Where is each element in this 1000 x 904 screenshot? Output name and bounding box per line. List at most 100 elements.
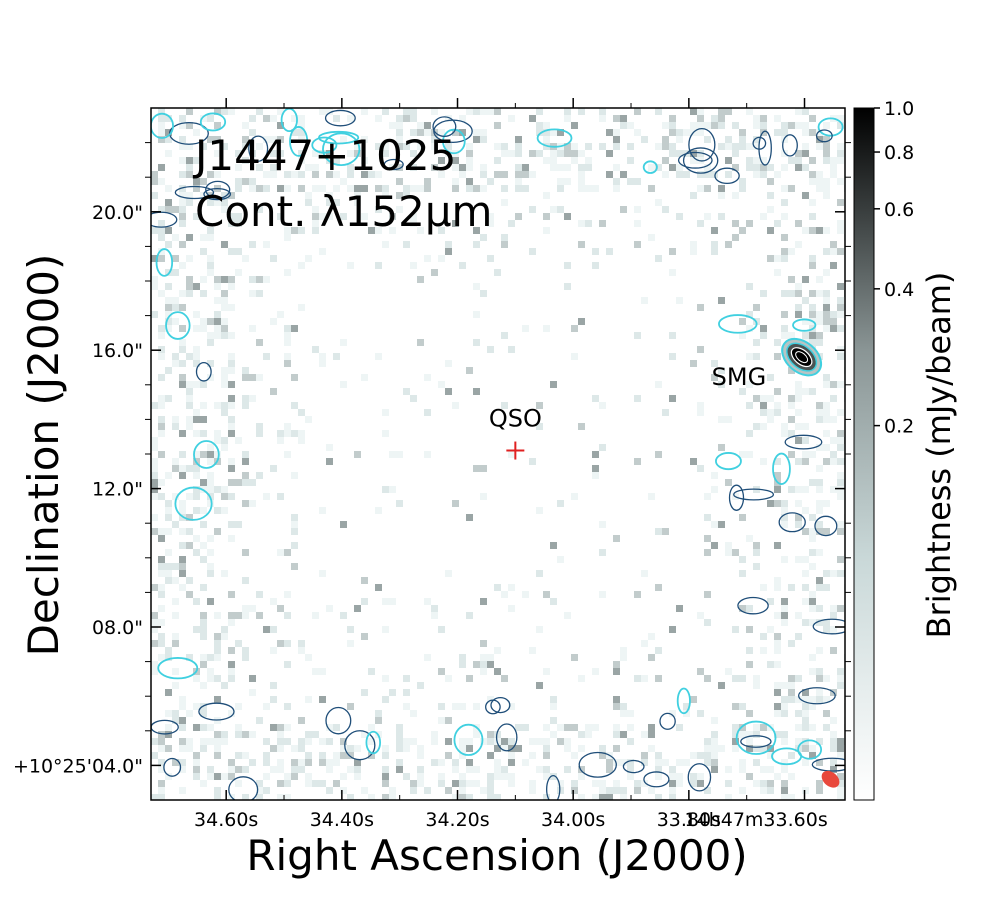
noise-pixel (347, 626, 354, 633)
noise-pixel (417, 185, 424, 192)
noise-pixel (494, 122, 501, 129)
noise-pixel (333, 353, 340, 360)
noise-pixel (599, 143, 606, 150)
noise-pixel (613, 780, 620, 787)
noise-contour (677, 151, 713, 169)
noise-pixel (816, 787, 823, 794)
noise-pixel (193, 752, 200, 759)
noise-pixel (186, 423, 193, 430)
noise-pixel (242, 143, 249, 150)
noise-pixel (221, 192, 228, 199)
noise-pixel (725, 794, 732, 800)
noise-pixel (536, 682, 543, 689)
noise-pixel (270, 766, 277, 773)
noise-pixel (480, 668, 487, 675)
noise-pixel (396, 136, 403, 143)
noise-pixel (767, 192, 774, 199)
noise-pixel (781, 234, 788, 241)
noise-pixel (739, 318, 746, 325)
noise-pixel (480, 598, 487, 605)
noise-pixel (767, 416, 774, 423)
noise-pixel (501, 234, 508, 241)
noise-pixel (214, 136, 221, 143)
noise-pixel (774, 129, 781, 136)
noise-pixel (760, 766, 767, 773)
noise-pixel (263, 787, 270, 794)
noise-pixel (501, 150, 508, 157)
noise-pixel (347, 752, 354, 759)
noise-pixel (179, 171, 186, 178)
noise-pixel (193, 283, 200, 290)
noise-pixel (543, 794, 550, 800)
noise-pixel (221, 402, 228, 409)
noise-pixel (291, 430, 298, 437)
noise-pixel (340, 745, 347, 752)
noise-pixel (620, 703, 627, 710)
noise-pixel (179, 465, 186, 472)
noise-pixel (284, 353, 291, 360)
noise-pixel (571, 493, 578, 500)
noise-pixel (466, 143, 473, 150)
noise-pixel (158, 556, 165, 563)
noise-pixel (158, 633, 165, 640)
noise-pixel (704, 591, 711, 598)
noise-pixel (746, 220, 753, 227)
noise-pixel (557, 780, 564, 787)
noise-pixel (165, 731, 172, 738)
noise-pixel (466, 794, 473, 800)
noise-pixel (648, 164, 655, 171)
noise-pixel (277, 766, 284, 773)
noise-pixel (508, 584, 515, 591)
noise-pixel (200, 178, 207, 185)
noise-pixel (662, 759, 669, 766)
noise-pixel (571, 724, 578, 731)
noise-pixel (326, 724, 333, 731)
noise-pixel (375, 262, 382, 269)
noise-pixel (837, 479, 844, 486)
noise-pixel (690, 696, 697, 703)
noise-pixel (788, 157, 795, 164)
noise-pixel (151, 171, 158, 178)
noise-pixel (284, 234, 291, 241)
noise-pixel (494, 171, 501, 178)
noise-pixel (256, 591, 263, 598)
noise-pixel (473, 780, 480, 787)
noise-pixel (151, 584, 158, 591)
noise-pixel (263, 353, 270, 360)
noise-pixel (214, 297, 221, 304)
noise-pixel (298, 129, 305, 136)
noise-pixel (200, 612, 207, 619)
noise-pixel (284, 703, 291, 710)
noise-pixel (179, 304, 186, 311)
noise-pixel (802, 143, 809, 150)
noise-pixel (809, 514, 816, 521)
noise-pixel (193, 549, 200, 556)
noise-pixel (676, 213, 683, 220)
noise-pixel (326, 213, 333, 220)
noise-pixel (396, 745, 403, 752)
noise-pixel (823, 710, 830, 717)
noise-pixel (179, 339, 186, 346)
noise-pixel (284, 325, 291, 332)
noise-pixel (193, 472, 200, 479)
noise-pixel (389, 227, 396, 234)
noise-pixel (242, 374, 249, 381)
noise-pixel (795, 500, 802, 507)
noise-pixel (200, 430, 207, 437)
noise-pixel (228, 332, 235, 339)
noise-pixel (291, 766, 298, 773)
noise-pixel (718, 297, 725, 304)
noise-pixel (648, 234, 655, 241)
noise-pixel (242, 654, 249, 661)
noise-pixel (774, 388, 781, 395)
noise-pixel (207, 500, 214, 507)
noise-pixel (410, 738, 417, 745)
noise-pixel (361, 108, 368, 115)
noise-pixel (571, 752, 578, 759)
noise-pixel (543, 773, 550, 780)
noise-pixel (270, 115, 277, 122)
noise-pixel (382, 185, 389, 192)
noise-pixel (522, 185, 529, 192)
noise-pixel (263, 136, 270, 143)
